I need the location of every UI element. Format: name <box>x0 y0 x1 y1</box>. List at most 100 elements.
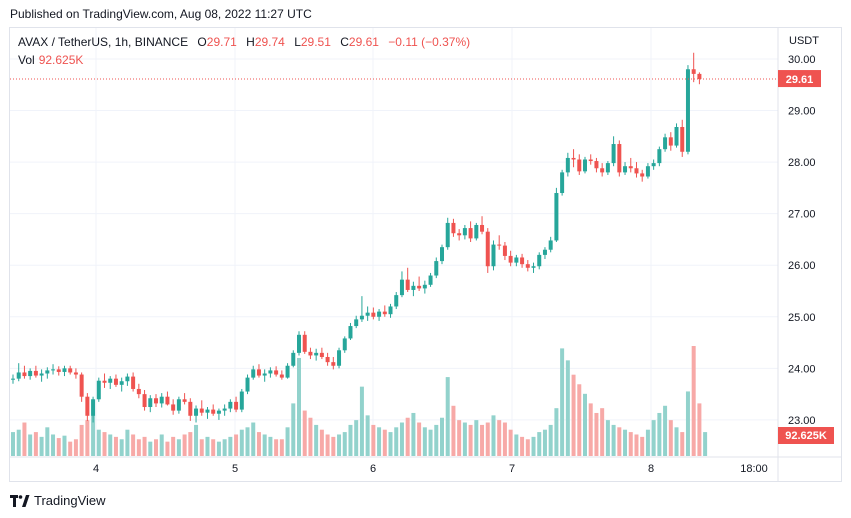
volume-bar <box>485 422 490 456</box>
candle-body <box>274 370 279 375</box>
last-volume-label: 92.625K <box>785 430 827 442</box>
volume-bar <box>405 417 410 456</box>
volume-bar <box>234 434 239 456</box>
volume-bar <box>314 424 319 456</box>
candle-body <box>474 224 479 239</box>
high-value: 29.74 <box>254 35 285 49</box>
candle-body <box>520 257 525 265</box>
volume-bar <box>502 422 507 456</box>
candle-body <box>11 378 15 380</box>
candle-body <box>182 399 187 402</box>
candle-body <box>176 399 181 411</box>
candle-body <box>674 127 679 146</box>
volume-bar <box>628 432 633 456</box>
volume-bar <box>56 438 61 456</box>
candle-body <box>302 334 307 352</box>
volume-bar <box>399 422 404 456</box>
candle-body <box>256 369 261 376</box>
volume-value: 92.625K <box>38 53 84 67</box>
candle-body <box>560 172 565 194</box>
tradingview-logo-icon <box>10 494 30 507</box>
candle-body <box>337 350 342 366</box>
candle-body <box>365 312 370 316</box>
candle-body <box>491 244 496 267</box>
volume-bar <box>268 436 273 456</box>
candle-body <box>628 166 633 169</box>
volume-bar <box>239 429 244 456</box>
volume-bar <box>434 424 439 456</box>
candle-body <box>565 157 570 173</box>
volume-bar <box>388 432 393 456</box>
volume-bar <box>525 439 530 456</box>
candle-body <box>600 168 605 173</box>
candle-body <box>148 398 153 408</box>
volume-bar <box>600 408 605 456</box>
candle-body <box>51 369 56 371</box>
candle-body <box>502 245 507 256</box>
volume-bar <box>165 441 170 456</box>
volume-bar <box>623 429 628 456</box>
volume-bar <box>680 432 685 456</box>
change-value: −0.11 (−0.37%) <box>388 35 471 49</box>
y-tick-label: 25.00 <box>788 312 816 324</box>
volume-bar <box>28 434 33 456</box>
volume-bar <box>331 436 336 456</box>
candle-body <box>331 362 336 366</box>
candle-body <box>382 311 387 315</box>
candle-body <box>62 368 67 372</box>
volume-bar <box>96 429 101 456</box>
low-label: L <box>294 35 301 49</box>
volume-bar <box>194 424 199 456</box>
volume-legend: Vol 92.625K <box>18 53 83 67</box>
volume-bar <box>537 432 542 456</box>
y-tick-label: 28.00 <box>788 157 816 169</box>
volume-bar <box>348 424 353 456</box>
volume-bar <box>462 422 467 456</box>
chart-legend: AVAX / TetherUS, 1h, BINANCE O29.71 H29.… <box>18 35 470 49</box>
volume-bar <box>33 432 38 456</box>
candle-body <box>651 163 656 167</box>
volume-bar <box>588 403 593 456</box>
low-value: 29.51 <box>300 35 331 49</box>
volume-bar <box>617 427 622 456</box>
candle-body <box>113 378 118 385</box>
candle-body <box>159 396 164 404</box>
volume-bar <box>422 427 427 456</box>
volume-bar <box>148 441 153 456</box>
high-label: H <box>246 35 255 49</box>
candle-body <box>497 244 502 246</box>
volume-bar <box>445 377 450 456</box>
candle-body <box>251 369 256 378</box>
y-tick-label: 30.00 <box>788 54 816 66</box>
candle-body <box>291 352 296 366</box>
volume-bar <box>125 429 130 456</box>
candle-body <box>611 144 616 164</box>
volume-bar <box>199 439 204 456</box>
volume-bar <box>474 420 479 456</box>
x-tick-label: 6 <box>370 463 376 475</box>
candle-body <box>205 409 210 413</box>
tradingview-footer[interactable]: TradingView <box>10 493 106 508</box>
candle-body <box>462 228 467 236</box>
candle-body <box>154 398 158 404</box>
y-tick-label: 29.00 <box>788 106 816 118</box>
currency-label: USDT <box>789 35 819 47</box>
volume-bar <box>91 415 96 456</box>
candle-body <box>73 372 78 375</box>
volume-bar <box>308 417 313 456</box>
candle-body <box>485 231 490 267</box>
volume-bar <box>703 432 708 456</box>
candle-body <box>188 401 193 416</box>
volume-bar <box>411 412 416 456</box>
footer-brand: TradingView <box>34 493 106 508</box>
candle-body <box>165 396 170 405</box>
volume-bar <box>119 439 124 456</box>
candle-body <box>359 315 364 320</box>
y-tick-label: 27.00 <box>788 209 816 221</box>
x-tick-label: 8 <box>648 463 654 475</box>
candle-body <box>405 279 410 290</box>
candle-body <box>623 166 628 173</box>
volume-bar <box>216 441 221 456</box>
candle-body <box>617 144 622 173</box>
